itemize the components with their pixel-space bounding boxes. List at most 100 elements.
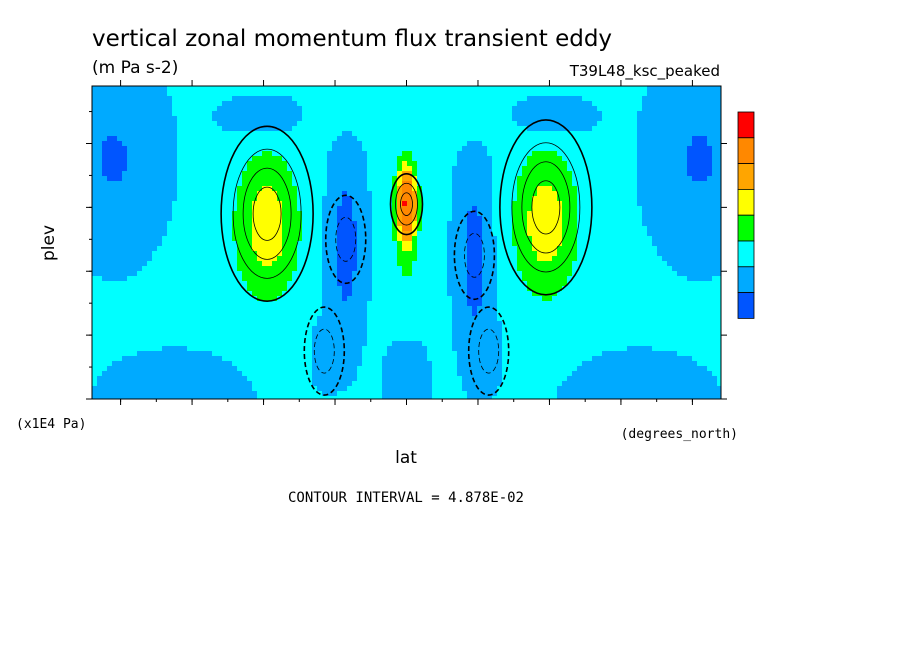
contour-fill-cell	[227, 271, 233, 277]
contour-fill-cell	[402, 316, 408, 322]
contour-fill-cell	[127, 146, 133, 152]
contour-fill-cell	[157, 391, 163, 397]
contour-fill-cell	[167, 151, 173, 157]
contour-fill-cell	[257, 196, 263, 202]
contour-fill-cell	[352, 346, 358, 352]
contour-fill-cell	[197, 116, 203, 122]
contour-fill-cell	[452, 326, 458, 332]
contour-fill-cell	[212, 91, 218, 97]
contour-fill-cell	[162, 156, 168, 162]
contour-fill-cell	[272, 186, 278, 192]
contour-fill-cell	[362, 391, 368, 397]
contour-fill-cell	[277, 306, 283, 312]
contour-fill-cell	[352, 186, 358, 192]
contour-fill-cell	[432, 116, 438, 122]
contour-fill-cell	[197, 281, 203, 287]
contour-fill-cell	[482, 281, 488, 287]
contour-fill-cell	[187, 251, 193, 257]
contour-fill-cell	[92, 126, 98, 132]
contour-fill-cell	[482, 361, 488, 367]
contour-fill-cell	[357, 221, 363, 227]
contour-fill-cell	[92, 356, 98, 362]
contour-fill-cell	[362, 141, 368, 147]
contour-fill-cell	[327, 316, 333, 322]
contour-fill-cell	[177, 356, 183, 362]
contour-fill-cell	[477, 86, 483, 92]
contour-fill-cell	[252, 281, 258, 287]
contour-fill-cell	[287, 281, 293, 287]
contour-fill-cell	[402, 391, 408, 397]
contour-fill-cell	[197, 171, 203, 177]
contour-fill-cell	[127, 346, 133, 352]
contour-fill-cell	[287, 346, 293, 352]
contour-fill-cell	[192, 166, 198, 172]
contour-fill-cell	[117, 396, 123, 399]
contour-fill-cell	[342, 361, 348, 367]
contour-fill-cell	[342, 246, 348, 252]
contour-fill-cell	[142, 346, 148, 352]
contour-fill-cell	[247, 391, 253, 397]
contour-fill-cell	[247, 216, 253, 222]
contour-fill-cell	[412, 156, 418, 162]
contour-fill-cell	[287, 131, 293, 137]
contour-fill-cell	[382, 201, 388, 207]
contour-fill-cell	[292, 311, 298, 317]
contour-fill-cell	[392, 296, 398, 302]
contour-fill-cell	[247, 341, 253, 347]
contour-fill-cell	[277, 371, 283, 377]
contour-fill-cell	[257, 116, 263, 122]
contour-fill-cell	[447, 91, 453, 97]
contour-fill-cell	[382, 346, 388, 352]
contour-fill-cell	[227, 336, 233, 342]
contour-fill-cell	[467, 316, 473, 322]
contour-fill-cell	[427, 351, 433, 357]
contour-fill-cell	[222, 261, 228, 267]
contour-fill-cell	[387, 176, 393, 182]
contour-fill-cell	[477, 151, 483, 157]
contour-fill-cell	[267, 346, 273, 352]
contour-fill-cell	[262, 161, 268, 167]
contour-fill-cell	[222, 241, 228, 247]
contour-fill-cell	[247, 361, 253, 367]
contour-fill-cell	[212, 191, 218, 197]
contour-fill-cell	[292, 381, 298, 387]
contour-fill-cell	[432, 326, 438, 332]
contour-fill-cell	[332, 141, 338, 147]
contour-fill-cell	[487, 86, 493, 92]
contour-fill-cell	[97, 106, 103, 112]
contour-fill-cell	[447, 326, 453, 332]
contour-fill-cell	[127, 236, 133, 242]
contour-fill-cell	[257, 321, 263, 327]
contour-fill-cell	[242, 306, 248, 312]
contour-fill-cell	[392, 231, 398, 237]
contour-fill-cell	[372, 231, 378, 237]
contour-fill-cell	[277, 116, 283, 122]
contour-fill-cell	[97, 281, 103, 287]
contour-fill-cell	[202, 141, 208, 147]
contour-fill-cell	[387, 156, 393, 162]
contour-fill-cell	[102, 201, 108, 207]
contour-fill-cell	[427, 126, 433, 132]
contour-fill-cell	[382, 251, 388, 257]
contour-fill-cell	[282, 166, 288, 172]
contour-fill-cell	[237, 136, 243, 142]
contour-fill-cell	[202, 91, 208, 97]
contour-fill-cell	[337, 86, 343, 92]
contour-fill-cell	[407, 196, 413, 202]
contour-fill-cell	[422, 296, 428, 302]
contour-fill-cell	[277, 266, 283, 272]
contour-fill-cell	[377, 246, 383, 252]
contour-fill-cell	[412, 126, 418, 132]
contour-fill-cell	[422, 226, 428, 232]
contour-fill-cell	[352, 311, 358, 317]
contour-fill-cell	[247, 156, 253, 162]
contour-fill-cell	[92, 241, 98, 247]
contour-fill-cell	[417, 146, 423, 152]
contour-fill-cell	[217, 336, 223, 342]
contour-fill-cell	[367, 141, 373, 147]
contour-fill-cell	[467, 346, 473, 352]
contour-fill-cell	[232, 386, 238, 392]
contour-fill-cell	[457, 396, 463, 399]
contour-fill-cell	[142, 256, 148, 262]
contour-fill-cell	[197, 196, 203, 202]
